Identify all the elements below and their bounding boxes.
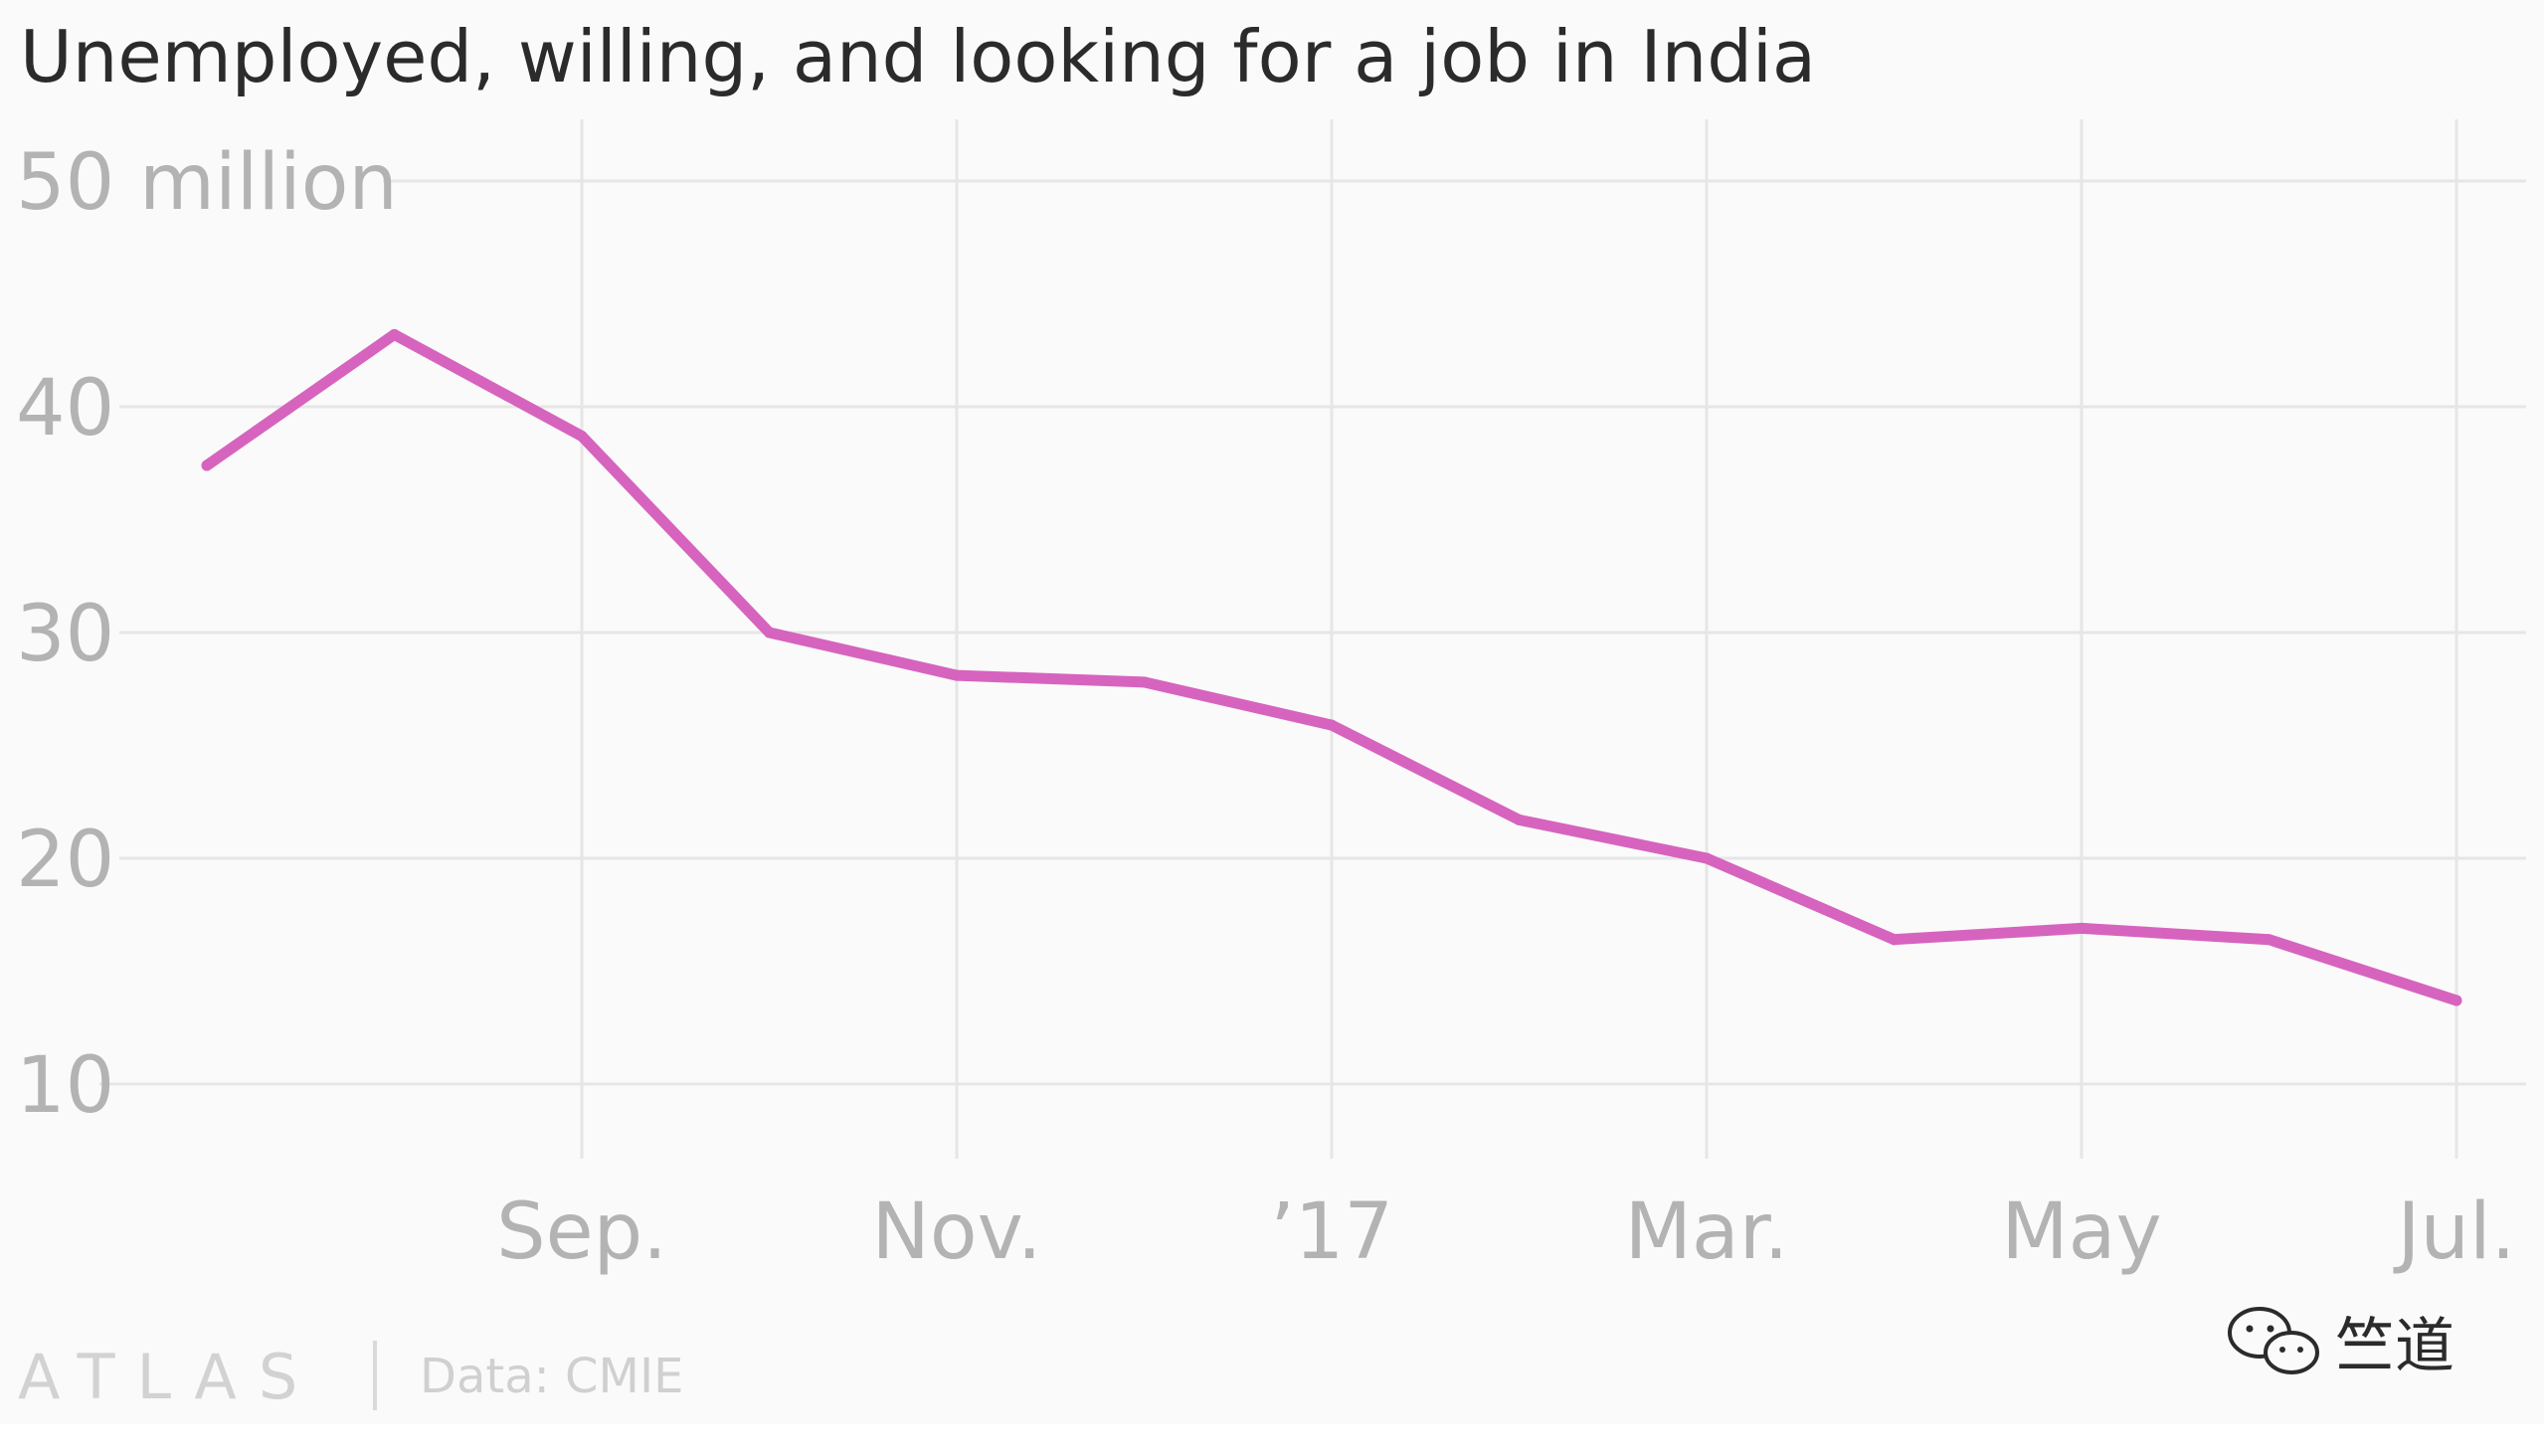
chart-background: Unemployed, willing, and looking for a j… bbox=[16, 15, 2526, 1413]
wechat-icon bbox=[2228, 1307, 2319, 1374]
line-chart: Unemployed, willing, and looking for a j… bbox=[16, 15, 2526, 1413]
horizontal-gridlines bbox=[99, 179, 2526, 1086]
y-tick-label: 10 bbox=[16, 1041, 114, 1131]
data-point bbox=[2076, 922, 2088, 934]
data-point bbox=[389, 328, 400, 340]
data-point bbox=[1326, 719, 1338, 731]
y-tick-label: 20 bbox=[16, 816, 114, 905]
x-tick-label: May bbox=[2001, 1187, 2161, 1277]
vertical-gridlines bbox=[580, 119, 2458, 1159]
bottom-margin bbox=[0, 1424, 2544, 1456]
series-points bbox=[201, 328, 2462, 1006]
data-point bbox=[951, 669, 963, 681]
watermark-text: 竺道 bbox=[2335, 1312, 2454, 1381]
data-point bbox=[1701, 852, 1713, 864]
x-tick-label: Sep. bbox=[496, 1187, 667, 1277]
data-point bbox=[1514, 814, 1525, 825]
data-source: Data: CMIE bbox=[420, 1349, 683, 1404]
data-point bbox=[201, 459, 213, 471]
data-point bbox=[576, 431, 588, 443]
x-tick-label: ’17 bbox=[1270, 1187, 1393, 1277]
chart-title: Unemployed, willing, and looking for a j… bbox=[20, 15, 1816, 98]
x-tick-label: Nov. bbox=[872, 1187, 1042, 1277]
watermark: 竺道 bbox=[2228, 1307, 2454, 1381]
data-point bbox=[764, 627, 775, 638]
x-axis-ticks: Sep. Nov. ’17 Mar. May Jul. bbox=[496, 1187, 2515, 1277]
x-tick-label: Jul. bbox=[2393, 1187, 2516, 1277]
y-tick-label: 40 bbox=[16, 364, 114, 454]
data-point bbox=[2451, 995, 2462, 1006]
y-tick-label: 30 bbox=[16, 590, 114, 679]
y-tick-label: 50 million bbox=[16, 138, 398, 228]
atlas-logo: ATLAS bbox=[18, 1341, 319, 1413]
x-tick-label: Mar. bbox=[1625, 1187, 1789, 1277]
y-axis-ticks: 50 million 40 30 20 10 bbox=[16, 138, 398, 1131]
footer: ATLAS Data: CMIE bbox=[18, 1341, 683, 1413]
data-point bbox=[1139, 676, 1150, 688]
data-point bbox=[1889, 934, 1900, 946]
data-point bbox=[2264, 934, 2274, 946]
